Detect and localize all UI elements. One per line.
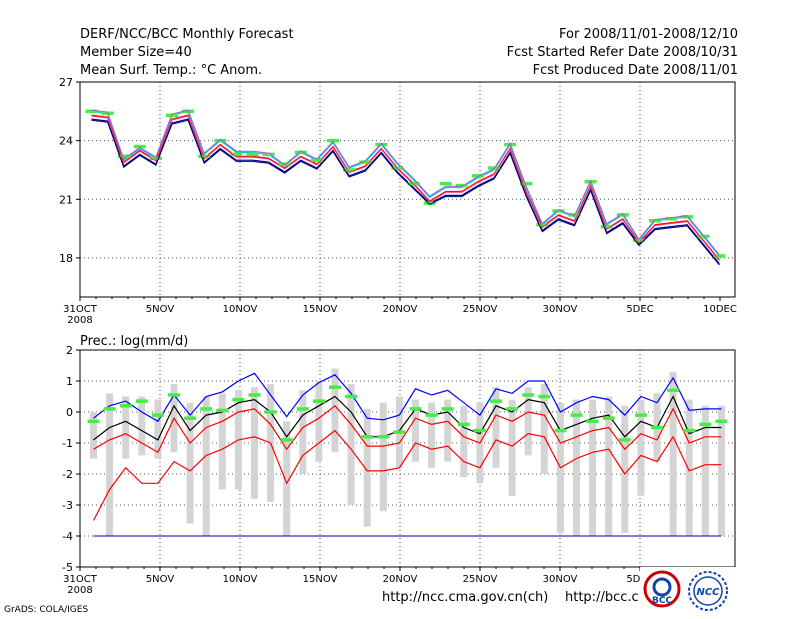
prec-range-bar bbox=[412, 399, 419, 462]
prec-ytick-label: -3 bbox=[62, 499, 73, 512]
prec-title: Prec.: log(mm/d) bbox=[80, 334, 188, 349]
prec-range-bar bbox=[669, 371, 677, 536]
temp-band bbox=[91, 109, 720, 266]
prec-ytick-label: -2 bbox=[62, 468, 73, 481]
prec-range-bar bbox=[315, 381, 323, 462]
temp-xtick-label: 31OCT bbox=[63, 304, 98, 315]
temp-xtick-label: 15NOV bbox=[303, 304, 338, 315]
prec-range-bar bbox=[218, 393, 226, 490]
forecast-period: For 2008/11/01-2008/12/10 bbox=[559, 27, 738, 42]
prec-range-bar bbox=[90, 412, 97, 459]
temp-xtick-label: 5NOV bbox=[146, 304, 175, 315]
temp-series-lower bbox=[91, 118, 720, 265]
temp-frame bbox=[79, 81, 736, 298]
temp-band-line bbox=[91, 115, 720, 262]
prec-range-bar bbox=[573, 399, 580, 536]
prec-range-bar bbox=[251, 387, 258, 499]
prec-range-bar bbox=[347, 384, 355, 505]
prec-frame bbox=[79, 349, 736, 568]
prec-range-bar bbox=[363, 408, 371, 527]
temp-ytick-label: 21 bbox=[59, 193, 73, 206]
prec-ytick-label: 2 bbox=[66, 344, 73, 357]
prec-xtick-label: 31OCT bbox=[63, 574, 98, 585]
prec-range-bar bbox=[138, 396, 146, 456]
prec-year-label: 2008 bbox=[67, 585, 92, 596]
chart-title: DERF/NCC/BCC Monthly Forecast bbox=[80, 27, 294, 42]
prec-ytick-label: -1 bbox=[62, 437, 73, 450]
prec-range-bar bbox=[540, 384, 548, 474]
prec-series-lower bbox=[92, 429, 722, 521]
temp-panel: 18 21 24 27 31OCT 5NOV 10NOV 15NOV 20NOV 25NOV 30N… bbox=[59, 76, 737, 326]
prec-xtick-label: 10NOV bbox=[223, 574, 258, 585]
prec-range-bar bbox=[524, 387, 532, 456]
prec-ytick-label: 1 bbox=[66, 375, 73, 388]
logos: BCC NCC bbox=[640, 567, 740, 615]
ncc-logo: NCC bbox=[688, 571, 728, 611]
prec-range-bar bbox=[331, 368, 339, 453]
prec-range-bar bbox=[202, 396, 210, 536]
ncc-url: http://ncc.cma.gov.cn(ch) bbox=[382, 590, 549, 605]
prec-range-bar bbox=[154, 399, 162, 459]
member-size: Member Size=40 bbox=[80, 45, 192, 60]
prec-range-bar bbox=[492, 387, 500, 468]
produced-date: Fcst Produced Date 2008/11/01 bbox=[532, 63, 738, 78]
bcc-logo: BCC bbox=[643, 570, 681, 608]
prec-range-bar bbox=[106, 393, 114, 536]
prec-xtick-label: 5NOV bbox=[146, 574, 175, 585]
variable-label: Mean Surf. Temp.: °C Anom. bbox=[80, 63, 263, 78]
prec-ytick-label: -5 bbox=[62, 561, 73, 574]
prec-range-bar bbox=[460, 405, 468, 478]
temp-year-label: 2008 bbox=[67, 315, 92, 326]
prec-xtick-label: 15NOV bbox=[303, 574, 338, 585]
prec-range-bar bbox=[283, 421, 291, 536]
prec-ytick-label: 0 bbox=[66, 406, 73, 419]
prec-range-bar bbox=[508, 399, 516, 496]
prec-range-bar bbox=[444, 399, 452, 462]
bcc-logo-text: BCC bbox=[652, 596, 672, 606]
temp-xtick-label: 5DEC bbox=[626, 304, 653, 315]
prec-range-bar bbox=[379, 402, 387, 512]
prec-series-central bbox=[93, 404, 722, 454]
prec-range-bar bbox=[122, 396, 130, 459]
prec-range-bar bbox=[685, 399, 693, 536]
prec-ytick-label: -4 bbox=[62, 530, 73, 543]
prec-range-bar bbox=[589, 399, 597, 536]
temp-ytick-label: 24 bbox=[59, 135, 73, 148]
temp-xtick-label: 25NOV bbox=[463, 304, 498, 315]
prec-range-bar bbox=[701, 405, 709, 536]
prec-range-bar bbox=[717, 405, 725, 536]
grads-credit: GrADS: COLA/IGES bbox=[4, 605, 89, 615]
temp-xtick-label: 30NOV bbox=[543, 304, 578, 315]
prec-series-upper bbox=[93, 372, 722, 423]
prec-xtick-label: 20NOV bbox=[383, 574, 418, 585]
started-date: Fcst Started Refer Date 2008/10/31 bbox=[506, 45, 738, 60]
prec-range-bar bbox=[428, 402, 436, 468]
temp-xtick-label: 20NOV bbox=[383, 304, 418, 315]
prec-range-bar bbox=[605, 396, 613, 536]
temp-ytick-label: 27 bbox=[59, 76, 73, 89]
prec-range-bar bbox=[299, 390, 307, 474]
prec-range-bar bbox=[186, 402, 194, 524]
temp-xtick-label: 10NOV bbox=[223, 304, 258, 315]
ncc-logo-text: NCC bbox=[696, 587, 720, 598]
bcc-url: http://bcc.c bbox=[565, 590, 639, 605]
temp-series-mean bbox=[91, 114, 720, 261]
prec-series-mean bbox=[93, 395, 722, 441]
prec-xtick-label: 30NOV bbox=[543, 574, 578, 585]
temp-series-upper bbox=[91, 110, 720, 257]
prec-panel: -5 -4 -3 -2 -1 0 1 2 31OCT 5NOV 10NOV 15NOV 20NOV 25N… bbox=[62, 344, 737, 596]
prec-range-bar bbox=[621, 405, 629, 533]
temp-band-line bbox=[91, 119, 720, 266]
prec-range-bar bbox=[637, 399, 645, 496]
temp-xtick-label: 10DEC bbox=[703, 304, 737, 315]
temp-band-line bbox=[91, 109, 720, 256]
temp-ytick-label: 18 bbox=[59, 252, 73, 265]
prec-xtick-label: 25NOV bbox=[463, 574, 498, 585]
